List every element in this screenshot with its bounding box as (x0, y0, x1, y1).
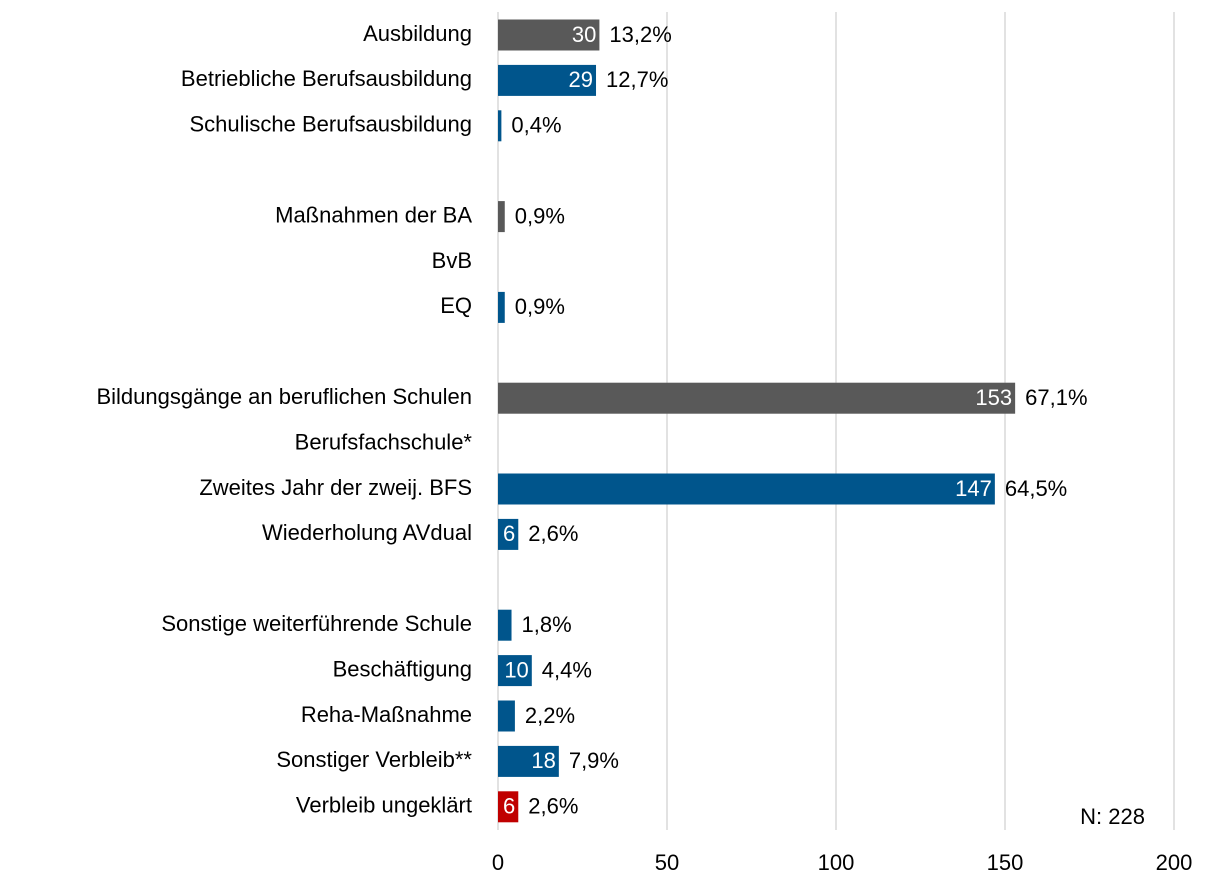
y-tick-label: Ausbildung (363, 21, 472, 46)
bar (498, 201, 505, 233)
share-label: 67,1% (1025, 385, 1087, 410)
bar (498, 700, 515, 732)
y-tick-label: Schulische Berufsausbildung (189, 112, 472, 137)
value-label: 10 (504, 657, 528, 682)
x-tick-label: 150 (987, 850, 1024, 875)
x-tick-label: 200 (1156, 850, 1193, 875)
y-tick-label: Beschäftigung (333, 656, 472, 681)
value-label: 147 (955, 476, 992, 501)
share-label: 7,9% (569, 748, 619, 773)
bar (498, 64, 597, 96)
y-tick-label: BvB (432, 248, 472, 273)
bar (498, 19, 600, 51)
share-label: 4,4% (542, 657, 592, 682)
bar (498, 655, 532, 687)
share-label: 13,2% (609, 22, 671, 47)
bar (498, 291, 505, 323)
y-tick-label: EQ (440, 293, 472, 318)
value-label: 18 (531, 748, 555, 773)
bar (498, 518, 519, 550)
y-tick-label: Sonstige weiterführende Schule (161, 611, 472, 636)
bar (498, 382, 1016, 414)
x-tick-label: 0 (492, 850, 504, 875)
share-label: 0,4% (511, 113, 561, 138)
value-label: 30 (572, 22, 596, 47)
y-tick-label: Wiederholung AVdual (262, 520, 472, 545)
share-label: 0,9% (515, 203, 565, 228)
value-label: 29 (569, 67, 593, 92)
value-label: 6 (503, 794, 515, 819)
x-tick-label: 50 (655, 850, 679, 875)
share-label: 64,5% (1005, 476, 1067, 501)
y-tick-label: Maßnahmen der BA (275, 202, 472, 227)
bar (498, 473, 995, 505)
y-tick-label: Reha-Maßnahme (301, 702, 472, 727)
y-tick-label: Zweites Jahr der zweij. BFS (199, 475, 472, 500)
value-label: 153 (975, 385, 1012, 410)
share-label: 2,6% (528, 794, 578, 819)
share-label: 1,8% (522, 612, 572, 637)
share-label: 12,7% (606, 67, 668, 92)
y-tick-label: Betriebliche Berufsausbildung (181, 66, 472, 91)
bar (498, 745, 559, 777)
y-tick-label: Sonstiger Verbleib** (276, 747, 472, 772)
y-tick-label: Bildungsgänge an beruflichen Schulen (96, 384, 472, 409)
bar (498, 110, 502, 142)
x-tick-label: 100 (818, 850, 855, 875)
y-tick-label: Berufsfachschule* (295, 429, 473, 454)
share-label: 2,2% (525, 703, 575, 728)
bar (498, 791, 519, 823)
share-label: 0,9% (515, 294, 565, 319)
bar (498, 609, 512, 641)
y-tick-label: Verbleib ungeklärt (296, 793, 472, 818)
annotation: N: 228 (1080, 804, 1145, 829)
value-label: 6 (503, 521, 515, 546)
share-label: 2,6% (528, 521, 578, 546)
